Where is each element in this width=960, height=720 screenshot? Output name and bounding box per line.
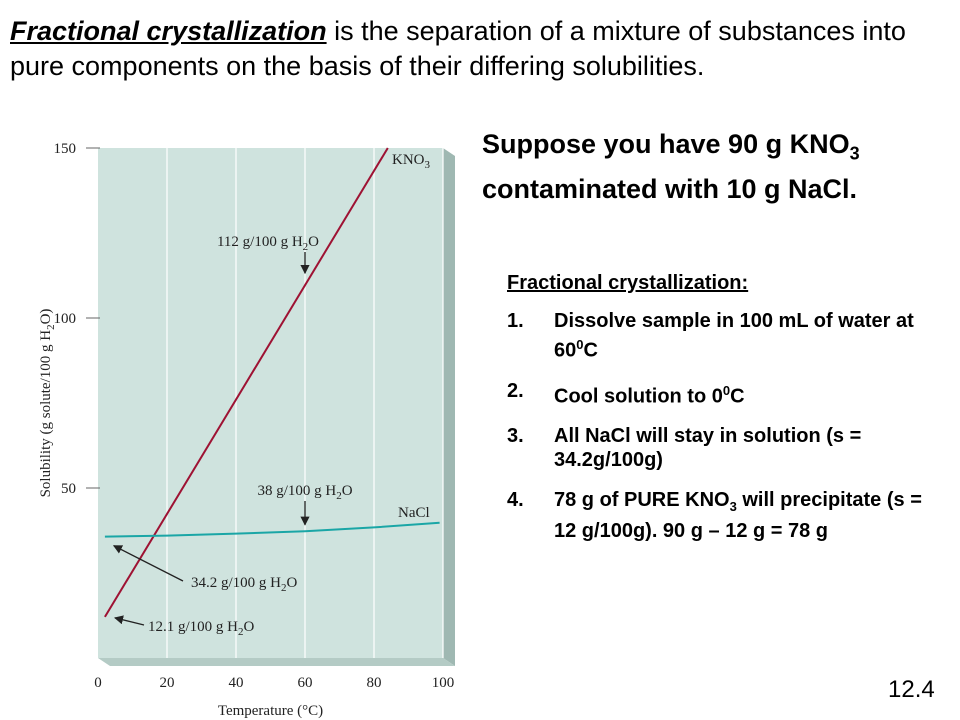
- y-tick-label: 50: [61, 481, 76, 497]
- step-tail: will precipitate (s = 12 g/100g). 90 g –…: [554, 489, 922, 543]
- step-number: 3.: [507, 425, 524, 448]
- solubility-chart: 50 100 150 0 20 40 60 80 100 Temperature (°C) Solu…: [38, 141, 455, 719]
- chart-panel: [98, 148, 443, 658]
- y-tick-label: 150: [54, 141, 77, 157]
- annotation-12: 12.1 g/100 g H2O: [148, 619, 255, 638]
- chart-side-face: [443, 148, 455, 666]
- steps-list: 1. Dissolve sample in 100 mL of water at …: [507, 309, 927, 543]
- annotation-38: 38 g/100 g H2O: [257, 483, 352, 502]
- kno3-curve: [104, 147, 389, 618]
- annotation-arrow: [112, 545, 184, 582]
- step-number: 1.: [507, 310, 524, 332]
- question-sub: 3: [849, 143, 860, 164]
- step-text: Dissolve sample in 100 mL of water at 60: [554, 310, 914, 362]
- step-item-2: 2. Cool solution to 00C: [507, 379, 927, 409]
- y-tick-label: 100: [54, 311, 77, 327]
- steps-section: Fractional crystallization: 1. Dissolve s…: [507, 271, 927, 559]
- annotation-34: 34.2 g/100 g H2O: [191, 575, 298, 594]
- x-tick-label: 60: [298, 675, 313, 691]
- steps-title: Fractional crystallization:: [507, 272, 749, 294]
- kno3-label: KNO3: [392, 152, 431, 171]
- slide-number: 12.4: [888, 676, 935, 703]
- intro-paragraph: Fractional crystallization is the separa…: [10, 14, 950, 84]
- x-axis-title: Temperature (°C): [218, 703, 323, 719]
- step-subscript: 3: [729, 499, 737, 515]
- x-tick-label: 40: [229, 675, 244, 691]
- step-item-1: 1. Dissolve sample in 100 mL of water at …: [507, 309, 927, 363]
- step-number: 4.: [507, 489, 524, 512]
- step-text: All NaCl will stay in solution (s = 34.2…: [554, 425, 862, 472]
- x-tick-label: 0: [94, 675, 102, 691]
- question-text: Suppose you have 90 g KNO3 contaminated …: [482, 126, 912, 207]
- annotation-112: 112 g/100 g H2O: [217, 234, 319, 253]
- intro-definition: is the separation of a mixture of substa…: [10, 16, 906, 81]
- step-item-3: 3. All NaCl will stay in solution (s = 34…: [507, 424, 927, 472]
- intro-term: Fractional crystallization: [10, 16, 327, 46]
- step-text: Cool solution to 0: [554, 385, 723, 408]
- annotation-arrow: [114, 615, 145, 626]
- chart-bottom-face: [98, 658, 455, 666]
- x-tick-label: 20: [160, 675, 175, 691]
- step-superscript: 0: [576, 337, 584, 352]
- step-tail: C: [583, 339, 598, 362]
- step-text: 78 g of PURE KNO: [554, 489, 730, 512]
- step-superscript: 0: [722, 382, 731, 398]
- step-number: 2.: [507, 379, 524, 402]
- question-part2: contaminated with 10 g NaCl.: [482, 174, 858, 205]
- nacl-curve: [104, 521, 440, 538]
- step-tail: C: [730, 385, 745, 408]
- x-tick-label: 80: [367, 675, 382, 691]
- step-item-4: 4. 78 g of PURE KNO3 will precipitate (s …: [507, 488, 927, 543]
- question-part1: Suppose you have 90 g KNO: [482, 129, 850, 159]
- y-axis-title: Solubility (g solute/100 g H2O): [38, 309, 57, 498]
- x-tick-label: 100: [432, 675, 455, 691]
- nacl-label: NaCl: [398, 505, 430, 521]
